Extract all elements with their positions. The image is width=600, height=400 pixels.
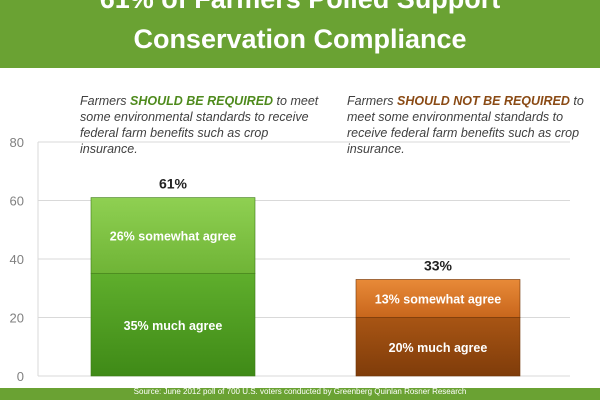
- caption-prefix: Farmers: [347, 94, 397, 108]
- y-tick-label: 0: [17, 369, 24, 384]
- source-banner: Source: June 2012 poll of 700 U.S. voter…: [0, 388, 600, 400]
- caption-should-not-be-required: Farmers SHOULD NOT BE REQUIRED to meet s…: [347, 93, 587, 157]
- caption-should-be-required: Farmers SHOULD BE REQUIRED to meet some …: [80, 93, 320, 157]
- caption-emphasis: SHOULD BE REQUIRED: [130, 94, 274, 108]
- chart-title-line-2: Conservation Compliance: [133, 24, 467, 54]
- bar-segment: [355, 279, 521, 318]
- y-tick-label: 80: [10, 135, 24, 150]
- title-banner: 61% of Farmers Polled Support Conservati…: [0, 0, 600, 68]
- bar-segment: [90, 197, 256, 274]
- source-footnote: Source: June 2012 poll of 700 U.S. voter…: [133, 388, 467, 396]
- caption-text: to meet some environmental standards to …: [347, 94, 584, 156]
- y-tick-label: 60: [10, 194, 24, 209]
- caption-text: to meet some environmental standards to …: [80, 94, 319, 156]
- bar-segment-label: 26% somewhat agree: [110, 230, 236, 244]
- caption-emphasis: SHOULD NOT BE REQUIRED: [397, 94, 570, 108]
- y-tick-label: 20: [10, 311, 24, 326]
- bar-segment-label: 35% much agree: [124, 319, 223, 333]
- bar-segment-label: 13% somewhat agree: [375, 292, 501, 306]
- bar-total-label: 33%: [424, 257, 453, 273]
- caption-prefix: Farmers: [80, 94, 130, 108]
- bar-segment: [90, 273, 256, 377]
- y-tick-label: 40: [10, 252, 24, 267]
- bar-total-label: 61%: [159, 176, 188, 192]
- chart-title-line-1: 61% of Farmers Polled Support: [0, 0, 600, 14]
- bar-segment-label: 20% much agree: [389, 341, 488, 355]
